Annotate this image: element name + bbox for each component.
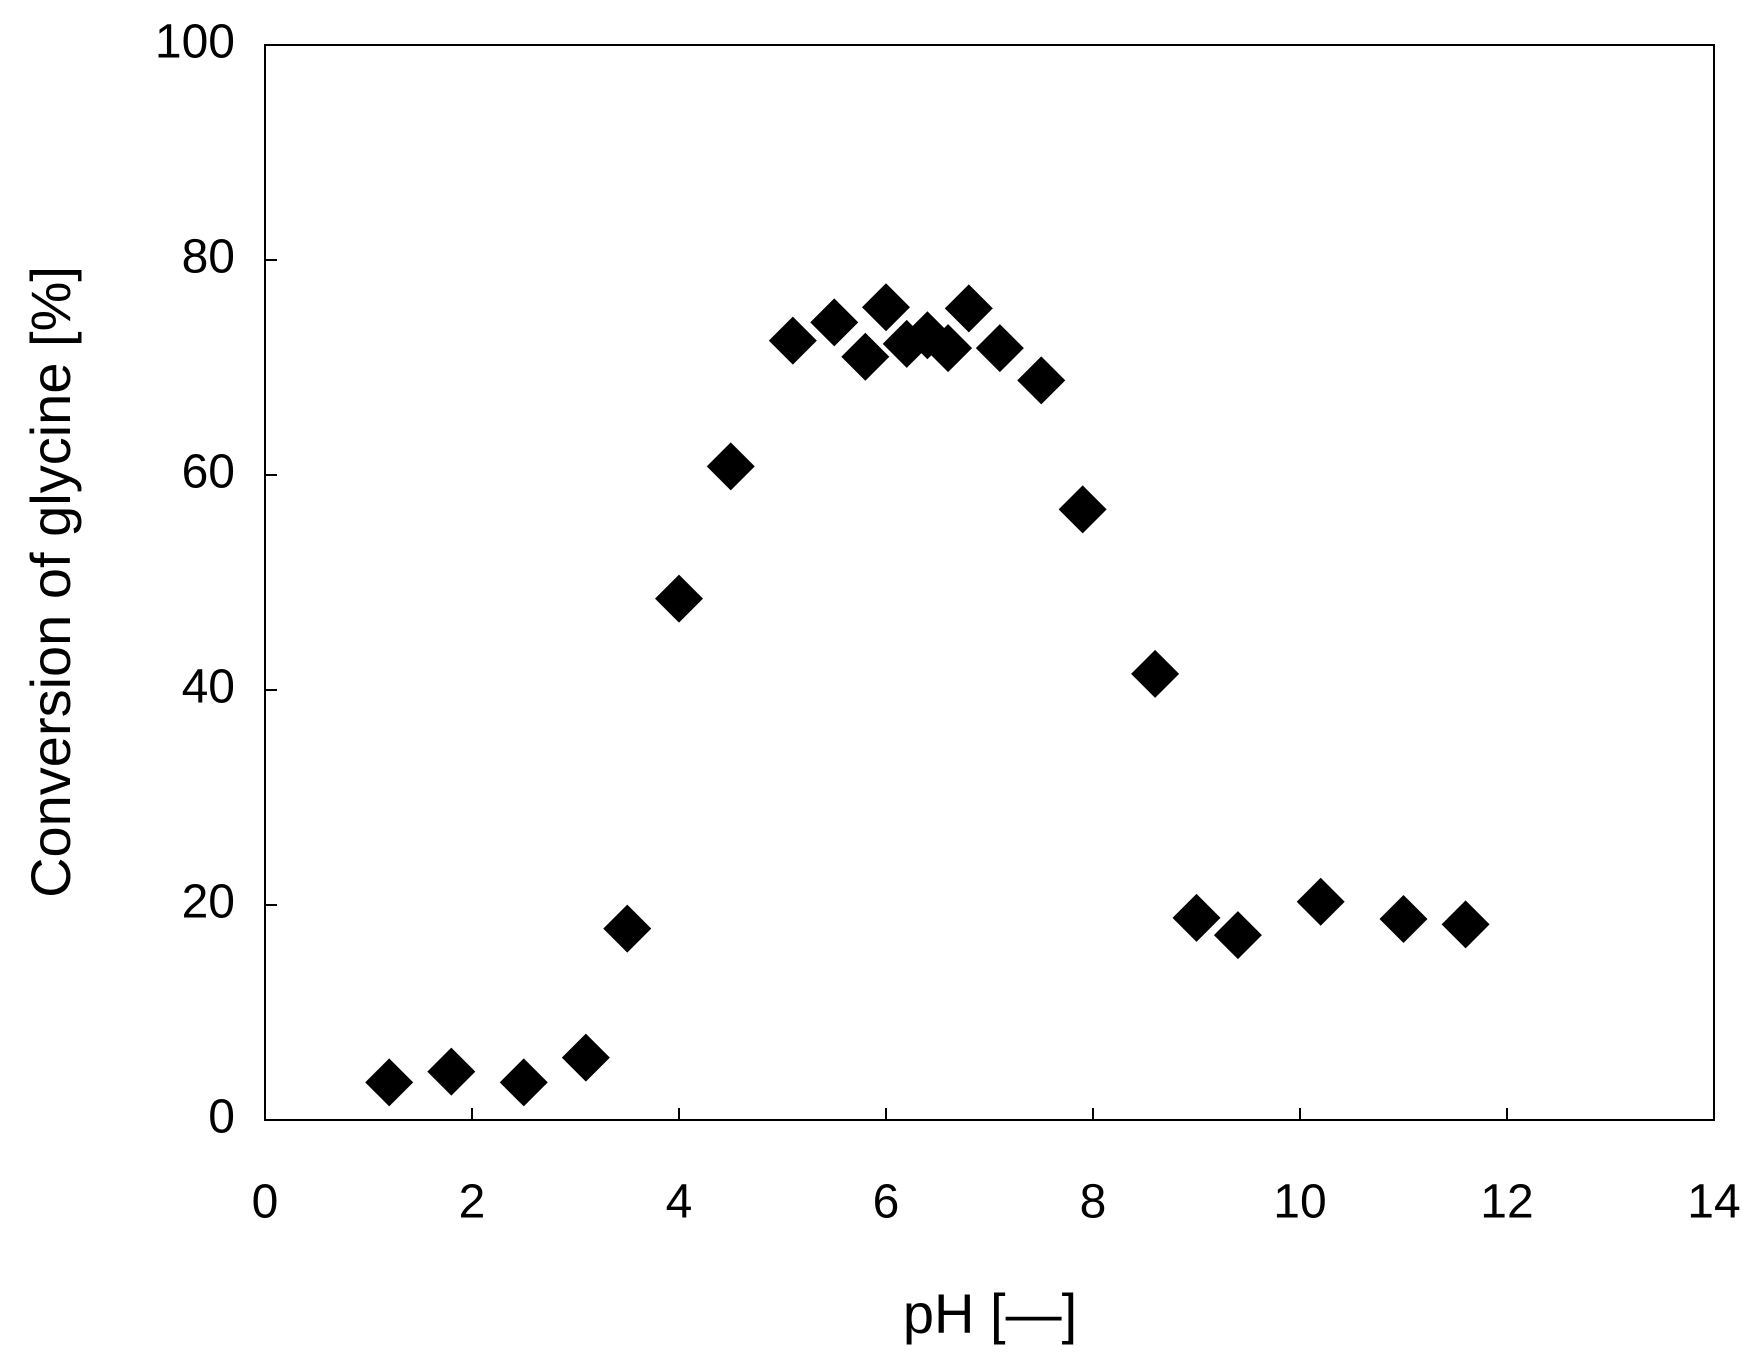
y-tick-label: 0 (208, 1091, 235, 1144)
point (1441, 900, 1490, 949)
x-tick-label: 10 (1273, 1176, 1326, 1229)
point (427, 1047, 476, 1096)
point (1017, 356, 1066, 405)
x-tick-label: 6 (873, 1176, 900, 1229)
point (706, 442, 755, 491)
x-axis-title: pH [—] (903, 1282, 1077, 1345)
point (1058, 485, 1107, 534)
x-tick-label: 12 (1480, 1176, 1533, 1229)
point (924, 324, 973, 373)
point (1296, 877, 1345, 926)
point (365, 1058, 414, 1107)
plot-frame (264, 44, 1715, 1121)
point (944, 284, 993, 333)
point (655, 574, 703, 623)
x-tick-label: 4 (666, 1176, 693, 1229)
point (768, 316, 817, 365)
point (1172, 893, 1221, 942)
x-tick-label: 8 (1080, 1176, 1107, 1229)
y-tick-label: 80 (182, 231, 235, 284)
x-tick-label: 14 (1687, 1176, 1740, 1229)
point (862, 283, 910, 332)
y-tick-label: 40 (182, 661, 235, 714)
x-tick-label: 0 (252, 1176, 279, 1229)
point (1131, 649, 1180, 698)
point (499, 1058, 548, 1107)
y-tick-label: 20 (182, 876, 235, 929)
point (1379, 894, 1428, 943)
point (841, 332, 890, 381)
x-tick-label: 2 (459, 1176, 486, 1229)
point (561, 1033, 610, 1082)
point (810, 298, 859, 347)
y-tick-label: 60 (182, 446, 235, 499)
point (975, 324, 1024, 373)
y-tick-label: 100 (155, 16, 235, 69)
y-axis-title: Conversion of glycine [%] (19, 266, 82, 898)
point (603, 904, 652, 953)
point (1213, 911, 1262, 960)
